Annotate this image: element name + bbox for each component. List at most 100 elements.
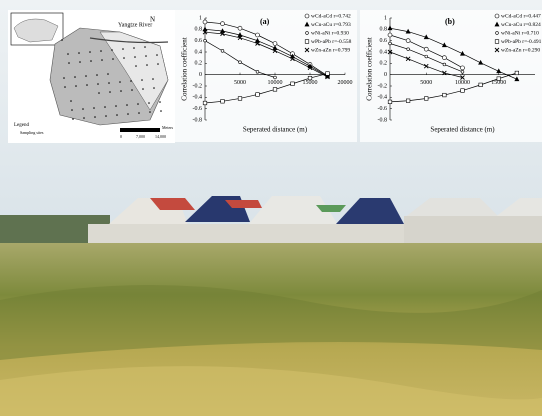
y-tick-label: -0.8 [378,117,388,123]
point [326,72,330,76]
sampling-site [93,107,95,109]
sampling-site [141,79,143,81]
x-axis-title: Seperated distance (m) [430,126,495,134]
point [388,33,392,37]
sampling-site [104,106,106,108]
point [274,76,277,79]
map-inset: Yangtze River N Legend Sampling sites Me… [8,10,175,143]
sampling-site [107,73,109,75]
sampling-site [123,57,125,59]
point [461,70,464,73]
sampling-site [105,115,107,117]
sampling-site [157,63,159,65]
sampling-site [116,114,118,116]
sampling-site [72,118,74,120]
x-tick-label: 10000 [268,80,283,86]
sampling-site [159,101,161,103]
sampling-site [94,116,96,118]
point [461,89,465,93]
sampling-site [74,76,76,78]
y-tick-label: -0.6 [193,106,203,112]
y-tick-label: 1 [384,15,387,21]
legend-marker [305,40,309,44]
sampling-site [90,60,92,62]
legend-label: wZn-aZn r=0.290 [501,47,540,53]
sampling-site [145,55,147,57]
y-tick-label: -0.4 [378,95,388,101]
legend-marker [496,32,499,35]
point [424,47,428,51]
point [407,48,410,51]
point [479,83,483,87]
point [238,97,242,101]
legend-label: wNi-aNi r=0.710 [501,30,539,36]
sampling-site [152,78,154,80]
x-tick-label: 15000 [303,80,318,86]
y-tick-label: 0.6 [380,38,388,44]
panel-label: (a) [260,17,270,26]
legend-label: wCd-aCd r=0.447 [501,13,541,19]
legend-marker [306,32,309,35]
sampling-site [71,109,73,111]
sampling-site [85,75,87,77]
legend-label: wPb-aPb r=-0.491 [501,39,542,45]
point [443,63,446,66]
x-tick-label: 20000 [338,80,353,86]
y-tick-label: -0.4 [193,95,203,101]
sampling-site [115,105,117,107]
legend-label: wZn-aZn r=0.799 [311,47,350,53]
point [497,77,501,81]
point [221,49,224,52]
sampling-site [149,111,151,113]
point [388,100,392,104]
legend-title: Legend [14,123,29,128]
river-label: Yangtze River [118,22,152,28]
legend-marker [495,40,499,44]
y-tick-label: 0.4 [195,49,203,55]
point [515,71,519,75]
sampling-site [109,91,111,93]
point [424,97,428,101]
sampling-site [135,65,137,67]
sampling-site [146,64,148,66]
point [256,70,259,73]
sampling-site [127,113,129,115]
sampling-site [83,117,85,119]
sampling-site [156,54,158,56]
sampling-site [100,50,102,52]
sampling-site [64,86,66,88]
legend-label: wCu-aCu r=0.793 [311,22,351,28]
legend-label: wPb-aPb r=-0.558 [311,39,352,45]
point [221,22,225,26]
sampling-site [148,102,150,104]
legend-marker [305,14,309,18]
point [239,61,242,64]
y-tick-label: 0 [384,72,387,78]
sampling-site [144,46,146,48]
sampling-site [63,77,65,79]
point [425,55,428,58]
y-tick-label: 1 [199,15,202,21]
panel-label: (b) [445,17,455,26]
point [238,26,242,30]
sampling-site [122,48,124,50]
x-tick-label: 15000 [491,80,506,86]
legend-label: wCd-aCd r=0.742 [311,13,351,19]
point [203,101,207,105]
sampling-site [68,62,70,64]
sampling-site [79,61,81,63]
point [256,33,260,37]
sampling-site [133,47,135,49]
sampling-site [138,112,140,114]
legend-label: wCu-aCu r=0.824 [501,22,541,28]
sampling-site [67,53,69,55]
point [291,82,295,86]
point [308,76,312,80]
sampling-site [120,90,122,92]
legend-label: wNi-aNi r=0.930 [311,30,349,36]
point [443,93,447,97]
point [389,42,392,45]
point [442,56,446,60]
point [204,39,207,42]
y-tick-label: 0 [199,72,202,78]
